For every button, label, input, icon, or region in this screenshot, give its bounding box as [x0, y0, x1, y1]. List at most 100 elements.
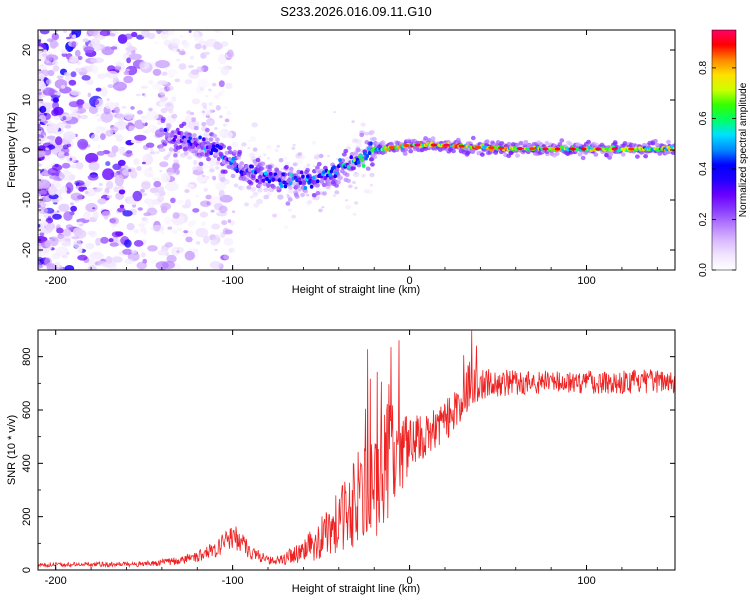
spectrogram-cell: [56, 227, 64, 234]
spectrogram-cell: [63, 30, 67, 33]
spectrogram-cell: [426, 137, 432, 143]
spectrogram-cell: [47, 135, 56, 140]
spectrogram-cell: [241, 142, 247, 147]
spectrogram-cell: [244, 202, 249, 207]
spectrogram-cell: [247, 147, 250, 150]
spectrogram-cell: [336, 157, 339, 161]
spectrogram-cell: [84, 181, 91, 187]
spectrogram-cell: [128, 168, 132, 173]
spectrogram-cell: [315, 179, 320, 184]
spectrogram-cell: [342, 152, 347, 157]
spectrogram-cell: [346, 178, 351, 183]
spectrogram-cell: [40, 201, 49, 208]
spectrogram-cell: [233, 162, 237, 167]
spectrogram-cell: [141, 181, 151, 190]
spectrogram-cell: [159, 127, 165, 132]
spectrogram-cell: [106, 194, 113, 199]
spectrogram-cell: [355, 147, 361, 153]
spectrogram-cell: [388, 145, 395, 150]
spectrogram-cell: [178, 63, 187, 70]
spectrogram-cell: [38, 123, 41, 128]
spectrogram-cell: [89, 57, 104, 64]
spectrogram-cell: [291, 146, 296, 150]
spectrogram-cell: [164, 216, 172, 225]
spectrogram-cell: [106, 98, 110, 102]
spectrogram-cell: [65, 182, 74, 194]
spectrogram-cell: [147, 245, 158, 252]
spectrogram-cell: [291, 214, 296, 219]
spectrogram-cell: [184, 250, 195, 261]
spectrogram-cell: [495, 140, 501, 145]
spectrogram-cell: [205, 111, 212, 117]
spectrogram-cell: [353, 151, 359, 157]
spectrogram-cell: [214, 148, 218, 153]
spectrogram-cell: [164, 101, 174, 112]
spectrogram-cell: [76, 137, 80, 140]
spectrogram-cell: [130, 106, 135, 110]
spectrogram-cell: [302, 180, 306, 185]
spectrogram-ytick-label: 10: [21, 94, 33, 106]
spectrogram-cell: [369, 172, 375, 178]
spectrogram-cell: [166, 254, 177, 263]
spectrogram-cell: [287, 197, 293, 202]
spectrogram-cell: [283, 156, 288, 160]
snr-ytick-label: 600: [21, 401, 33, 419]
spectrogram-cell: [228, 150, 233, 155]
spectrogram-cell: [215, 105, 221, 111]
spectrogram-cell: [149, 147, 153, 152]
spectrogram-cell: [145, 111, 159, 121]
spectrogram-cell: [202, 137, 206, 142]
spectrogram-cell: [299, 170, 304, 175]
spectrogram-cell: [153, 180, 162, 188]
spectrogram-cell: [280, 167, 283, 170]
spectrogram-cell: [351, 120, 355, 123]
spectrogram-cell: [81, 65, 93, 73]
spectrogram-cell: [187, 229, 194, 235]
spectrogram-ytick-label: 20: [21, 44, 33, 56]
spectrogram-cell: [111, 256, 123, 263]
spectrogram-xtick-label: -200: [45, 275, 67, 287]
snr-panel: -200 -100 0 100 0 200 400 600 800 Height of stra…: [6, 329, 676, 595]
snr-plot-area: [38, 330, 675, 570]
spectrogram-cell: [323, 176, 328, 180]
spectrogram-cell: [87, 92, 92, 98]
spectrogram-cell: [141, 30, 150, 38]
spectrogram-cell: [595, 147, 602, 151]
spectrogram-cell: [43, 49, 48, 54]
spectrogram-cell: [38, 204, 41, 208]
spectrogram-cell: [108, 238, 114, 243]
spectrogram-cell: [284, 164, 289, 170]
spectrogram-cell: [232, 149, 238, 155]
spectrogram-cell: [139, 226, 147, 233]
spectrogram-cell: [363, 151, 367, 156]
spectrogram-cell: [666, 139, 671, 145]
colorbar-tick-label: 0.8: [698, 61, 709, 75]
spectrogram-cell: [113, 81, 127, 92]
spectrogram-cell: [275, 175, 279, 180]
spectrogram-cell: [221, 220, 228, 226]
spectrogram-cell: [182, 233, 189, 238]
spectrogram-cell: [162, 261, 176, 269]
spectrogram-cell: [313, 154, 320, 160]
spectrogram-cell: [466, 150, 471, 155]
spectrogram-cell: [114, 65, 122, 71]
spectrogram-cell: [272, 213, 278, 218]
spectrogram-cell: [204, 152, 210, 157]
spectrogram-cell: [586, 139, 591, 145]
spectrogram-cell: [124, 239, 132, 248]
spectrogram-cell: [135, 93, 141, 97]
spectrogram-cell: [262, 152, 267, 156]
spectrogram-cell: [195, 265, 201, 270]
spectrogram-cell: [209, 151, 213, 156]
spectrogram-cell: [620, 152, 626, 157]
spectrogram-cell: [653, 138, 658, 144]
spectrogram-cell: [125, 51, 132, 56]
spectrogram-cell: [608, 152, 614, 157]
colorbar-tick-label: 0.4: [698, 162, 709, 176]
spectrogram-cell: [99, 30, 111, 37]
spectrogram-cell: [115, 61, 122, 67]
spectrogram-cell: [56, 91, 62, 96]
spectrogram-cell: [38, 256, 44, 266]
spectrogram-cell: [73, 240, 82, 249]
spectrogram-cell: [296, 159, 303, 165]
